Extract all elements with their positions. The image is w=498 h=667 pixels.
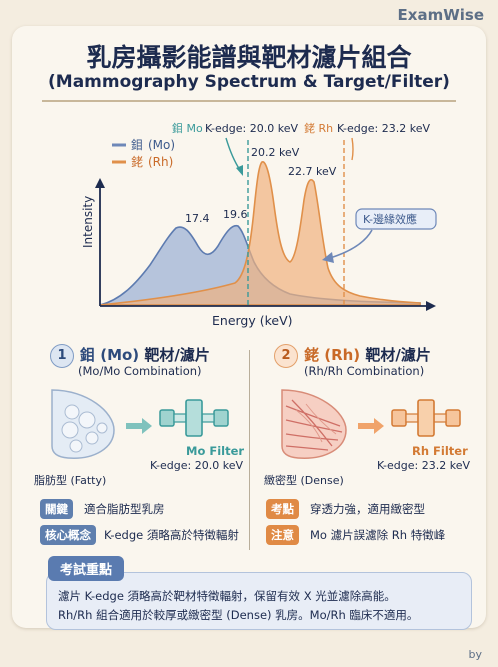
page-title: 乳房攝影能譜與靶材濾片組合 (86, 43, 412, 72)
legend-mo-symbol: 鉬 (131, 138, 143, 152)
byline: by (468, 648, 483, 661)
left-tag-key: 關鍵 (40, 499, 73, 519)
dense-tissue-label: 緻密型 (Dense) (264, 474, 344, 487)
mo-kedge-symbol: 鉬 Mo (172, 121, 203, 135)
fatty-breast-illustration (51, 389, 115, 459)
rh-kedge-text: K-edge: 23.2 keV (337, 122, 430, 135)
left-tag-key-text: 適合脂肪型乳房 (84, 502, 165, 516)
exam-points-title: 考試重點 (48, 556, 125, 581)
section-2-heading-rest: 靶材/濾片 (360, 346, 431, 364)
legend-rh-name: (Rh) (148, 155, 173, 169)
rh-kedge-symbol: 銠 Rh (304, 121, 333, 135)
kedge-effect-label: K-邊緣效應 (363, 212, 417, 226)
spectrum-chart: 鉬 (Mo) 銠 (Rh) 17.4 19.6 20.2 keV 22.7 ke… (81, 121, 437, 328)
section-number-1: 1 (50, 344, 74, 368)
rh-filter-icon (391, 399, 461, 437)
section-2-subtitle: (Rh/Rh Combination) (304, 364, 425, 378)
y-axis-arrow (95, 178, 105, 188)
rh-filter-kedge: K-edge: 23.2 keV (377, 459, 470, 472)
section-1-heading: 鉬 (Mo) 靶材/濾片 (80, 344, 210, 365)
kedge-effect-bubble (355, 208, 437, 230)
y-axis-label: Intensity (81, 196, 95, 248)
section-1-element: 鉬 (Mo) (80, 346, 140, 364)
page-subtitle: (Mammography Spectrum & Target/Filter) (48, 72, 450, 92)
exam-points-box (46, 572, 472, 630)
section-number-2: 2 (274, 344, 298, 368)
mo-kedge-arrow (225, 137, 241, 171)
mo-filter-icon (159, 399, 229, 437)
legend-mo-name: (Mo) (148, 138, 175, 152)
peak-label-rh-2: 22.7 keV (288, 165, 337, 178)
rh-spectrum-area (99, 161, 421, 306)
right-tag-caution: 注意 (266, 525, 299, 545)
right-tag-exam-point-text: 穿透力強，適用緻密型 (310, 502, 425, 516)
peak-label-mo-2: 19.6 (223, 208, 248, 221)
mo-kedge-text: K-edge: 20.0 keV (205, 122, 298, 135)
rh-filter-label: Rh Filter (412, 444, 468, 458)
legend-rh-symbol: 銠 (131, 155, 143, 169)
mo-kedge-arrowhead (236, 165, 243, 176)
peak-label-mo-1: 17.4 (185, 212, 210, 225)
kedge-effect-arrowhead (322, 252, 334, 263)
left-tag-concept: 核心概念 (40, 525, 96, 545)
exam-point-line-2: Rh/Rh 組合適用於較厚或緻密型 (Dense) 乳房。Mo/Rh 臨床不適用… (58, 608, 419, 622)
title-divider (42, 100, 456, 102)
section-1-heading-rest: 靶材/濾片 (139, 346, 210, 364)
kedge-effect-arrow (329, 229, 373, 259)
peak-label-rh-1: 20.2 keV (251, 146, 300, 159)
x-axis-label: Energy (keV) (212, 313, 293, 328)
section-1-subtitle: (Mo/Mo Combination) (78, 364, 202, 378)
mo-filter-kedge: K-edge: 20.0 keV (150, 459, 243, 472)
x-axis-arrow (426, 301, 436, 311)
brand-logo: ExamWise (397, 6, 484, 24)
fatty-tissue-label: 脂肪型 (Fatty) (34, 474, 107, 487)
dense-breast-illustration (281, 389, 347, 459)
mo-filter-label: Mo Filter (186, 444, 245, 458)
arrow-right-icon (358, 418, 384, 434)
section-2-heading: 銠 (Rh) 靶材/濾片 (304, 344, 431, 365)
section-2-element: 銠 (Rh) (304, 346, 361, 364)
left-tag-concept-text: K-edge 須略高於特徵輻射 (104, 528, 239, 542)
section-divider (249, 350, 250, 550)
right-tag-exam-point: 考點 (266, 499, 299, 519)
exam-point-line-1: 濾片 K-edge 須略高於靶材特徵輻射，保留有效 X 光並濾除高能。 (58, 589, 396, 603)
arrow-right-icon (126, 418, 152, 434)
rh-kedge-arrow (351, 137, 354, 161)
right-tag-caution-text: Mo 濾片誤濾除 Rh 特徵峰 (310, 528, 446, 542)
